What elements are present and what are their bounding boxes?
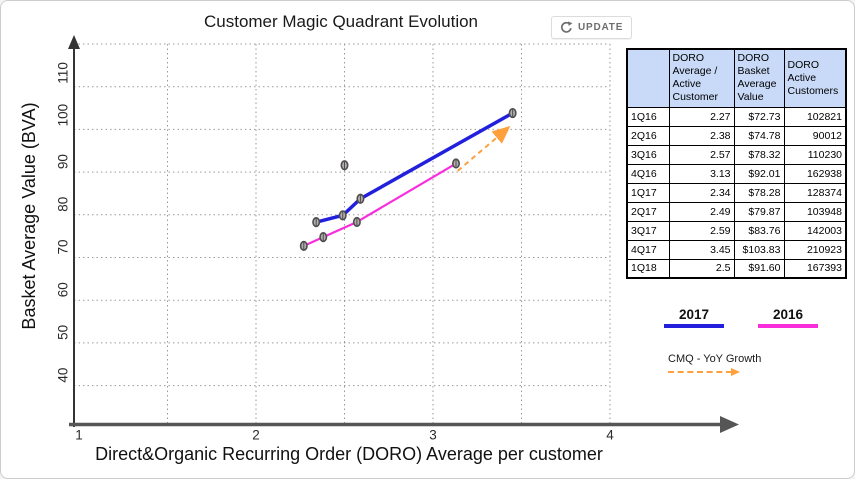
refresh-icon <box>560 21 573 33</box>
update-button[interactable]: UPDATE <box>551 16 633 39</box>
table-cell: 3Q17 <box>626 220 670 241</box>
table-row: 4Q17 3.45 $103.83 210923 <box>626 239 847 260</box>
table-cell: $72.73 <box>733 106 785 127</box>
table-cell: $83.76 <box>733 220 785 241</box>
table-cell: 2Q17 <box>626 201 670 222</box>
table-cell: 2.5 <box>668 258 735 279</box>
table-cell: 110230 <box>783 144 847 165</box>
x-tick-label: 2 <box>252 428 260 443</box>
table-cell: $79.87 <box>733 201 785 222</box>
table-cell: 167393 <box>783 258 847 279</box>
table-cell: $103.83 <box>733 239 785 260</box>
y-tick-label: 40 <box>56 368 71 383</box>
table-cell: 2.27 <box>668 106 735 127</box>
series-line-2017 <box>314 111 515 224</box>
x-tick-label: 1 <box>75 428 83 443</box>
legend-label-growth: CMQ - YoY Growth <box>668 353 762 365</box>
table-cell: 2.49 <box>668 201 735 222</box>
table-cell: 2.38 <box>668 125 735 146</box>
legend-item-growth[interactable]: CMQ - YoY Growth <box>668 353 761 376</box>
table-cell: 3.45 <box>668 239 735 260</box>
table-row: 2Q17 2.49 $79.87 103948 <box>626 201 847 222</box>
legend-label-2016: 2016 <box>772 307 804 322</box>
table-row: 1Q18 2.5 $91.60 167393 <box>626 258 847 279</box>
table-row: 3Q16 2.57 $78.32 110230 <box>626 144 847 165</box>
table-cell: 103948 <box>783 201 847 222</box>
table-header-cell: DORO Basket Average Value <box>733 48 785 108</box>
x-axis-arrow-icon <box>720 416 739 433</box>
y-tick-label: 110 <box>56 62 71 84</box>
table-header-cell <box>626 48 670 108</box>
table-row: 1Q17 2.34 $78.28 128374 <box>626 182 847 203</box>
page-title: Customer Magic Quadrant Evolution <box>203 12 479 31</box>
x-tick-label: 4 <box>606 428 614 443</box>
y-tick-label: 100 <box>56 104 71 127</box>
legend-label-2017: 2017 <box>678 307 710 322</box>
doro-table: DORO Average / Active Customer DORO Baske… <box>626 48 847 279</box>
growth-arrow <box>457 125 511 172</box>
table-row: 1Q16 2.27 $72.73 102821 <box>626 106 847 127</box>
doro-data-table: DORO Average / Active Customer DORO Baske… <box>626 48 847 279</box>
table-cell: 142003 <box>783 220 847 241</box>
table-cell: 1Q16 <box>626 106 670 127</box>
y-tick-label: 90 <box>56 154 71 169</box>
legend-item-2017[interactable]: 2017 <box>664 307 724 328</box>
y-tick-label: 60 <box>56 282 71 297</box>
table-cell: $91.60 <box>733 258 785 279</box>
table-cell: 2.59 <box>668 220 735 241</box>
y-tick-label: 70 <box>56 239 71 254</box>
table-cell: 210923 <box>783 239 847 260</box>
table-row: 2Q16 2.38 $74.78 90012 <box>626 125 847 146</box>
table-header-cell: DORO Average / Active Customer <box>668 48 735 108</box>
table-cell: 90012 <box>783 125 847 146</box>
table-cell: 3.13 <box>668 163 735 184</box>
table-row: 3Q17 2.59 $83.76 142003 <box>626 220 847 241</box>
growth-arrow-icon <box>668 368 761 376</box>
table-cell: $74.78 <box>733 125 785 146</box>
table-cell: 4Q16 <box>626 163 670 184</box>
table-cell: 2.57 <box>668 144 735 165</box>
x-axis-label: Direct&Organic Recurring Order (DORO) Av… <box>95 444 603 464</box>
y-tick-label: 50 <box>56 325 71 340</box>
table-cell: 102821 <box>783 106 847 127</box>
table-cell: 4Q17 <box>626 239 670 260</box>
table-row: 4Q16 3.13 $92.01 162938 <box>626 163 847 184</box>
legend-line-2017 <box>664 324 724 328</box>
table-cell: 3Q16 <box>626 144 670 165</box>
x-tick-label: 3 <box>429 428 437 443</box>
update-button-label: UPDATE <box>578 22 624 33</box>
table-cell: 1Q18 <box>626 258 670 279</box>
y-axis-arrow-icon <box>68 35 80 49</box>
y-tick-label: 80 <box>56 197 71 212</box>
legend-item-2016[interactable]: 2016 <box>758 307 818 328</box>
y-axis-label: Basket Average Value (BVA) <box>19 102 39 329</box>
legend-line-2016 <box>758 324 818 328</box>
table-cell: $92.01 <box>733 163 785 184</box>
table-cell: $78.32 <box>733 144 785 165</box>
table-cell: $78.28 <box>733 182 785 203</box>
table-cell: 2Q16 <box>626 125 670 146</box>
table-cell: 2.34 <box>668 182 735 203</box>
table-cell: 162938 <box>783 163 847 184</box>
table-header-cell: DORO Active Customers <box>783 48 847 108</box>
table-cell: 1Q17 <box>626 182 670 203</box>
series-line-2016 <box>302 162 458 247</box>
table-cell: 128374 <box>783 182 847 203</box>
